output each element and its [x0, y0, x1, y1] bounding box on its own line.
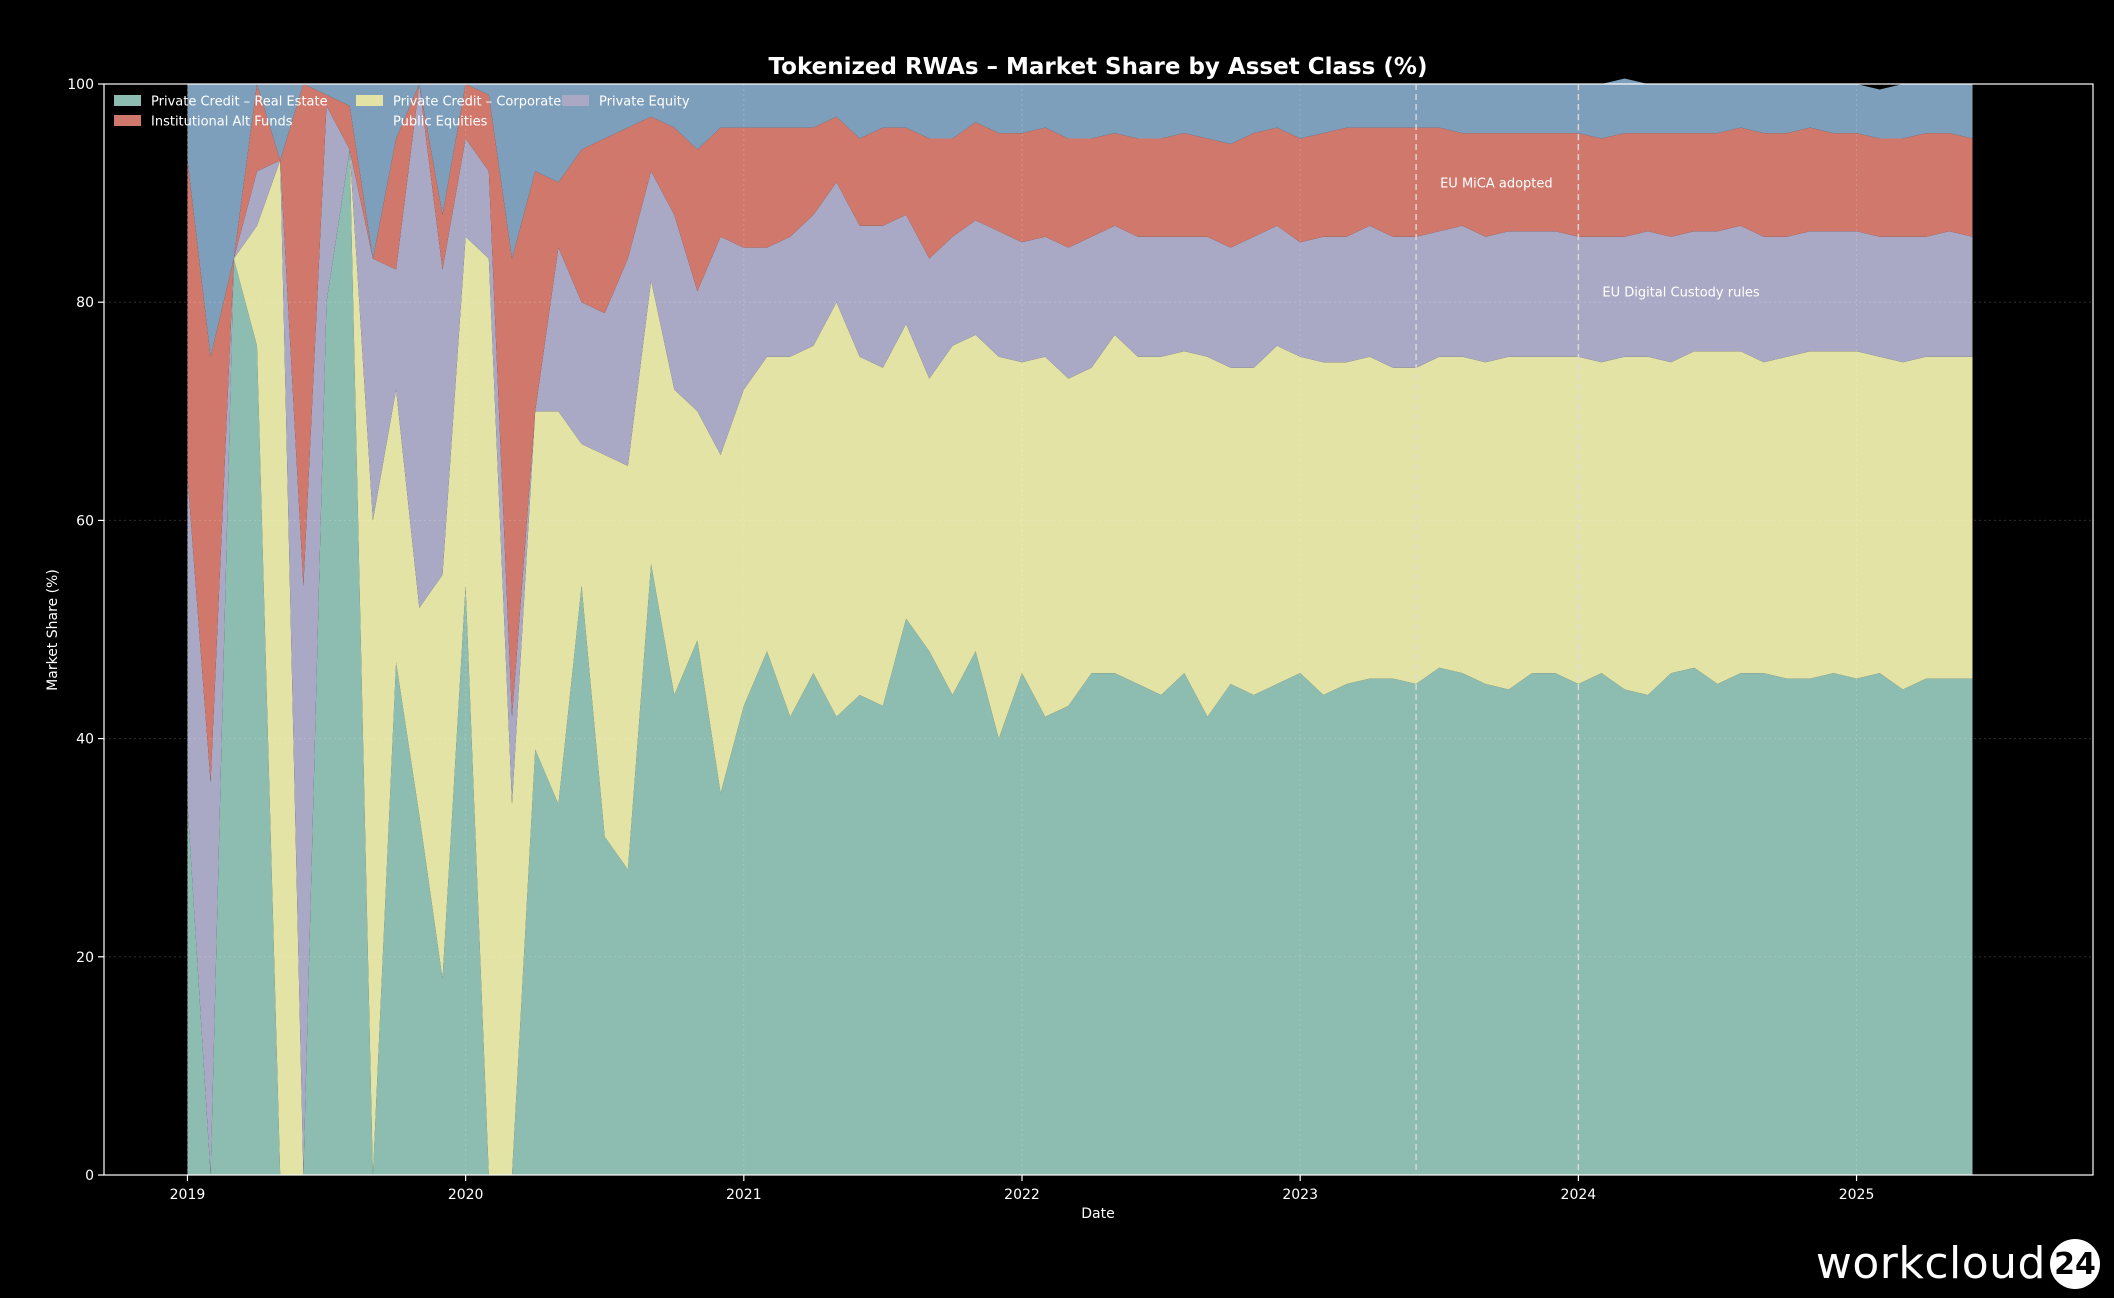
x-tick-label: 2024 — [1561, 1187, 1597, 1203]
plot-area — [103, 78, 2094, 1176]
legend-swatch-4 — [356, 115, 383, 126]
watermark-badge: 24 — [2050, 1239, 2100, 1289]
legend-label-4: Public Equities — [393, 115, 488, 130]
axes-frame — [103, 83, 2094, 1176]
y-tick-label: 100 — [67, 77, 94, 93]
watermark-logo: workcloud 24 — [1816, 1236, 2100, 1292]
y-tick-label: 40 — [76, 732, 94, 748]
area-series-1 — [187, 149, 1973, 1175]
x-tick-label: 2020 — [448, 1187, 484, 1203]
legend-swatch-3 — [114, 115, 141, 126]
y-tick-label: 80 — [76, 295, 94, 311]
y-tick-label: 60 — [76, 513, 94, 529]
chart-title: Tokenized RWAs – Market Share by Asset C… — [769, 54, 1428, 80]
x-tick-label: 2022 — [1004, 1187, 1040, 1203]
legend-swatch-2 — [562, 95, 589, 106]
legend-label-2: Private Equity — [599, 95, 690, 110]
watermark-text: workcloud — [1815, 1238, 2046, 1289]
area-series-4 — [187, 78, 1973, 357]
legend-label-1: Private Credit – Corporate — [393, 95, 561, 110]
y-axis-label: Market Share (%) — [45, 569, 61, 691]
annotation-label-1: EU Digital Custody rules — [1602, 286, 1760, 301]
x-tick-label: 2019 — [170, 1187, 206, 1203]
legend-swatch-0 — [114, 95, 141, 106]
area-series-2 — [187, 84, 1973, 1175]
annotation-label-0: EU MiCA adopted — [1440, 177, 1553, 192]
legend-label-3: Institutional Alt Funds — [151, 115, 293, 130]
legend-label-0: Private Credit – Real Estate — [151, 95, 328, 110]
x-tick-label: 2023 — [1282, 1187, 1318, 1203]
y-tick-label: 0 — [85, 1168, 94, 1184]
x-tick-label: 2025 — [1839, 1187, 1875, 1203]
legend-swatch-1 — [356, 95, 383, 106]
area-series-3 — [187, 84, 1973, 783]
area-series-0 — [187, 149, 1973, 1175]
y-tick-label: 20 — [76, 950, 94, 966]
x-tick-label: 2021 — [726, 1187, 762, 1203]
x-axis-label: Date — [1081, 1206, 1114, 1222]
